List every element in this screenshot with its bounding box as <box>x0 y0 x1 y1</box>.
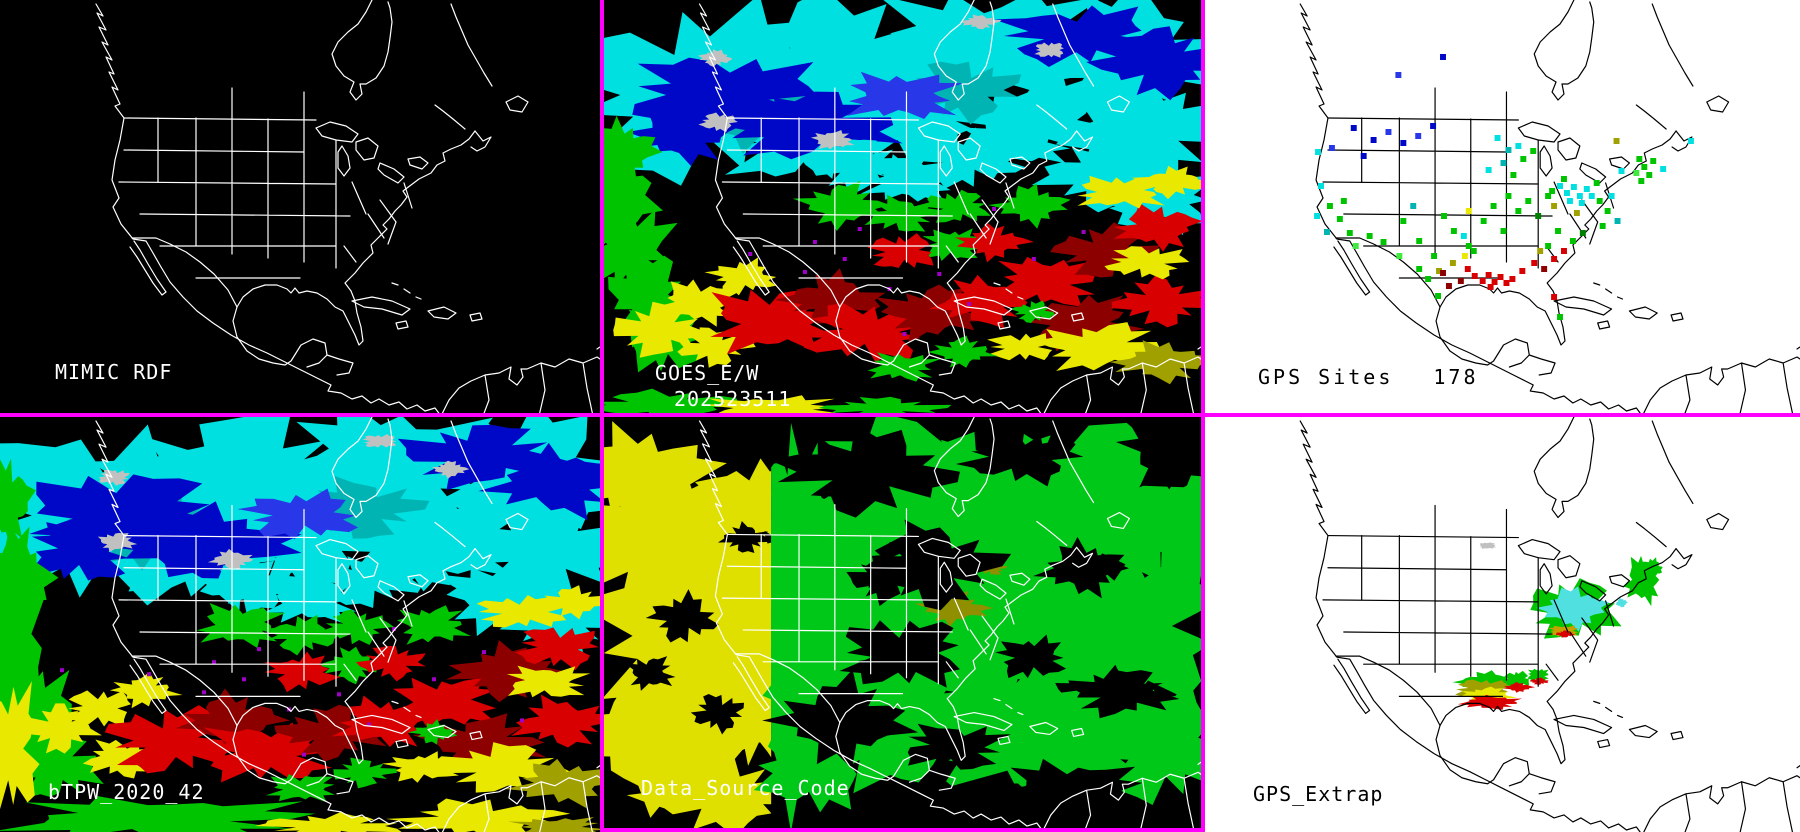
timestamp-label: 202523511 <box>674 387 792 411</box>
btpw-tpw-image <box>0 417 600 832</box>
panel-label-gps-extrap: GPS_Extrap <box>1253 782 1384 806</box>
panel-gps-sites: GPS Sites 178 <box>1205 0 1800 413</box>
panel-label-goes-ew: GOES_E/W <box>655 361 760 385</box>
panel-btpw: bTPW_2020_42 <box>0 417 600 832</box>
mimic-rdf-map-image <box>0 0 600 413</box>
panel-label-mimic-rdf: MIMIC RDF <box>55 360 173 384</box>
panel-label-data-source-code: Data_Source_Code <box>641 776 850 800</box>
panel-gps-extrap: GPS_Extrap <box>1205 417 1800 832</box>
gps-sites-title: GPS Sites <box>1258 365 1394 389</box>
panel-goes-ew: GOES_E/W 202523511 <box>600 0 1205 413</box>
goes-ew-tpw-image <box>604 0 1201 413</box>
data-source-code-image <box>604 417 1201 828</box>
panel-label-btpw: bTPW_2020_42 <box>48 780 205 804</box>
panel-label-gps-sites: GPS Sites 178 <box>1258 365 1479 389</box>
gps-extrap-map-image <box>1205 417 1800 832</box>
gps-sites-count: 178 <box>1433 365 1479 389</box>
panel-data-source-code: Data_Source_Code <box>600 417 1205 832</box>
panel-mimic-rdf: MIMIC RDF <box>0 0 600 413</box>
gps-sites-map-image <box>1205 0 1800 413</box>
magenta-row-divider <box>0 413 1800 417</box>
